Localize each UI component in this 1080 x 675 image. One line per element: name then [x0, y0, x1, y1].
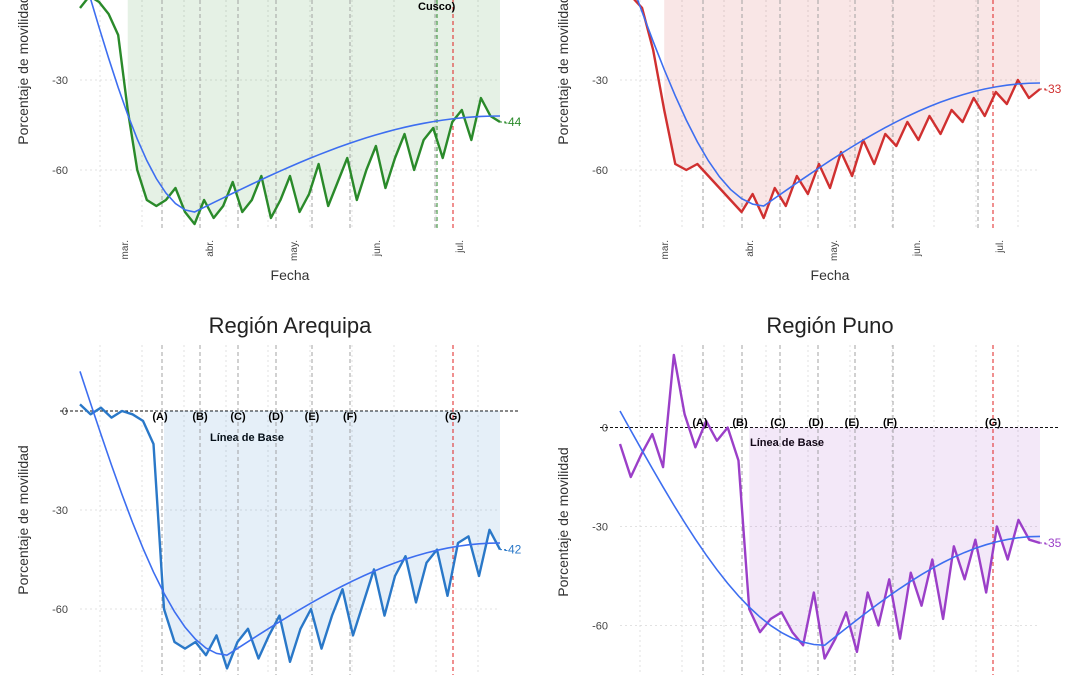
- event-label: (B): [732, 417, 748, 429]
- end-value-label: -35: [1044, 536, 1062, 550]
- series-line: [633, 0, 1041, 220]
- x-tick-label: jul.: [455, 240, 466, 254]
- baseline-label: Línea de Base: [750, 437, 824, 449]
- y-axis-label: Porcentaje de movilidad: [555, 0, 571, 145]
- y-tick-label: -30: [592, 75, 608, 87]
- event-label: (D): [268, 411, 284, 423]
- x-tick-label: may.: [289, 240, 300, 261]
- chart-title: Región Puno: [766, 313, 893, 338]
- annotation-label: Cusco): [418, 1, 456, 13]
- y-tick-label: -60: [592, 621, 608, 633]
- panel-bottom-right: 0 -30 -60 Línea de Base -35 Porcentaje de mov…: [555, 313, 1062, 675]
- event-label: (D): [808, 417, 824, 429]
- trend-line: [619, 410, 1041, 647]
- area-fill: [664, 0, 1040, 218]
- baseline-label: Línea de Base: [210, 432, 284, 444]
- event-label: (B): [192, 411, 208, 423]
- event-label: (A): [692, 417, 708, 429]
- series-line: [79, 403, 502, 670]
- x-tick-label: mar.: [120, 240, 131, 259]
- trend-line: [79, 371, 501, 657]
- event-label: (F): [343, 411, 357, 423]
- end-value-label: -33: [1044, 82, 1062, 96]
- event-label: (A): [152, 411, 168, 423]
- y-axis-label: Porcentaje de movilidad: [15, 0, 31, 145]
- event-label: (F): [883, 417, 897, 429]
- trend-line: [90, 0, 501, 213]
- y-tick-label: 0: [602, 423, 608, 435]
- series-line: [618, 353, 1041, 660]
- y-axis-label: Porcentaje de movilidad: [555, 447, 571, 596]
- end-value-label: -42: [504, 543, 522, 557]
- area-fill: [164, 411, 500, 669]
- x-tick-label: jun.: [372, 240, 383, 257]
- panel-bottom-left: 0 -30 -60 Línea de Base -42 Porcentaje de mov…: [15, 313, 522, 675]
- y-tick-label: -60: [52, 165, 68, 177]
- trend-line: [636, 0, 1041, 207]
- y-tick-label: -30: [52, 75, 68, 87]
- x-tick-label: abr.: [745, 240, 756, 257]
- y-tick-label: -30: [52, 505, 68, 517]
- x-axis-label: Fecha: [271, 267, 310, 283]
- y-tick-label: -60: [52, 604, 68, 616]
- area-fill: [749, 427, 1040, 659]
- event-label: (E): [305, 411, 320, 423]
- area-fill: [127, 0, 501, 224]
- y-tick-label: -60: [592, 165, 608, 177]
- y-axis-label: Porcentaje de movilidad: [15, 445, 31, 594]
- event-label: (E): [845, 417, 860, 429]
- event-label: (G): [985, 417, 1001, 429]
- y-tick-label: 0: [62, 406, 68, 418]
- panel-top-right: -30 -60 -33 Porcentaje de movilidad mar. abr.…: [555, 0, 1062, 283]
- x-tick-label: may.: [829, 240, 840, 261]
- end-value-label: -44: [504, 115, 522, 129]
- x-tick-label: jun.: [912, 240, 923, 257]
- series-line: [79, 0, 501, 226]
- chart-title: Región Arequipa: [209, 313, 372, 338]
- event-label: (C): [230, 411, 246, 423]
- x-tick-label: mar.: [660, 240, 671, 259]
- x-axis-label: Fecha: [811, 267, 850, 283]
- x-tick-label: abr.: [205, 240, 216, 257]
- event-label: (C): [770, 417, 786, 429]
- panel-top-left: -30 -60 -44 Porcentaje de movilidad mar. abr.…: [15, 0, 522, 283]
- x-tick-label: jul.: [995, 240, 1006, 254]
- y-tick-label: -30: [592, 522, 608, 534]
- event-label: (G): [445, 411, 461, 423]
